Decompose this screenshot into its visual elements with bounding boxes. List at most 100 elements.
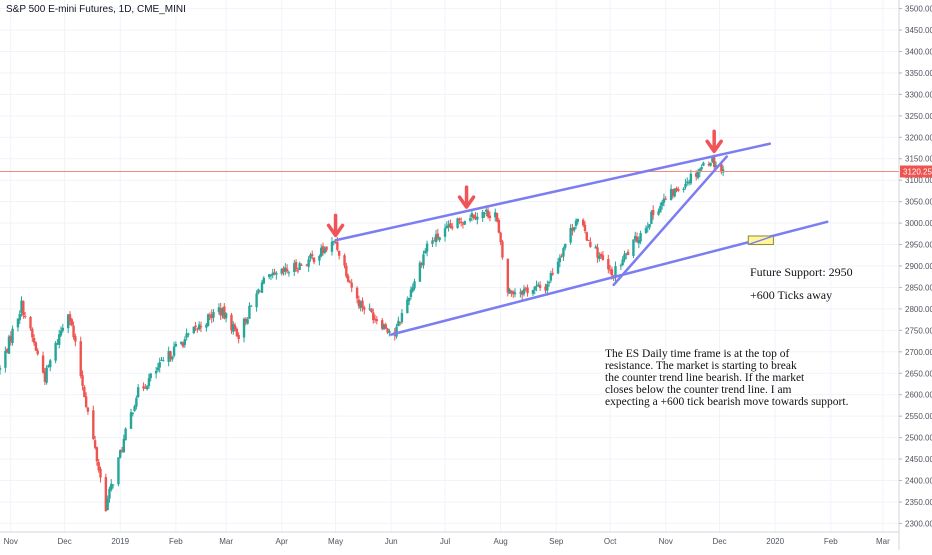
price-tick-label: 2350.00 xyxy=(905,498,932,507)
candle-body-up xyxy=(298,263,301,271)
candle-body-down xyxy=(524,287,527,289)
price-tick-label: 3400.00 xyxy=(905,47,932,56)
candle-body-down xyxy=(355,287,359,299)
candle-body-up xyxy=(519,292,522,294)
candle-body-down xyxy=(235,328,239,337)
candle-body-up xyxy=(307,259,310,267)
candle-body-up xyxy=(494,212,497,218)
candle-body-down xyxy=(233,325,237,330)
candle-body-up xyxy=(293,263,296,272)
candle-body-down xyxy=(571,227,574,231)
candle-body-up xyxy=(133,406,136,412)
price-tick-label: 3350.00 xyxy=(905,69,932,78)
analysis-note: The ES Daily time frame is at the top of… xyxy=(605,348,849,408)
candle-body-up xyxy=(108,488,111,499)
candle-body-up xyxy=(481,212,484,219)
candle-body-up xyxy=(212,312,215,318)
candle-body-down xyxy=(305,264,309,266)
candle-body-up xyxy=(156,367,160,371)
candle-body-up xyxy=(424,250,427,254)
symbol-title: S&P 500 E-mini Futures, 1D, CME_MINI xyxy=(6,4,186,15)
candle-body-up xyxy=(18,313,21,321)
time-tick-label: Dec xyxy=(57,537,71,546)
trend-line-counter-trend xyxy=(612,155,728,287)
candle-body-down xyxy=(343,255,346,266)
candle-body-up xyxy=(171,356,174,360)
candle-body-up xyxy=(634,235,637,240)
candle-body-down xyxy=(538,285,542,288)
candle-body-down xyxy=(720,163,723,173)
candle-body-down xyxy=(461,223,465,225)
candle-body-up xyxy=(621,259,624,265)
candle-body-up xyxy=(698,169,702,173)
candle-body-down xyxy=(707,164,710,166)
candle-body-up xyxy=(20,300,23,313)
candle-body-up xyxy=(242,318,246,338)
candle-body-up xyxy=(522,288,526,295)
candle-body-down xyxy=(544,286,547,291)
candle-body-up xyxy=(397,320,400,327)
time-tick-label: Apr xyxy=(275,537,288,546)
candle-body-down xyxy=(181,343,185,347)
candle-body-down xyxy=(596,247,599,258)
candle-body-down xyxy=(95,447,99,462)
candle-body-down xyxy=(334,242,337,244)
candle-body-down xyxy=(70,319,73,326)
candle-body-up xyxy=(131,412,134,414)
candle-body-up xyxy=(284,267,287,272)
candle-body-down xyxy=(651,210,655,216)
target-zone-diagonal xyxy=(748,235,774,246)
candle-body-up xyxy=(248,305,251,319)
price-tick-label: 3500.00 xyxy=(905,5,932,14)
candle-body-down xyxy=(325,246,328,251)
candle-body-up xyxy=(558,257,562,263)
candle-body-up xyxy=(136,387,140,398)
candle-body-down xyxy=(5,349,9,353)
candle-body-up xyxy=(702,162,705,166)
candle-body-up xyxy=(564,243,567,248)
candle-body-up xyxy=(687,182,691,184)
candle-body-up xyxy=(569,227,572,243)
candle-body-down xyxy=(348,281,352,283)
candle-body-up xyxy=(721,169,725,173)
price-tick-label: 2450.00 xyxy=(905,455,932,464)
candle-body-down xyxy=(86,407,90,412)
candle-body-down xyxy=(712,157,716,167)
candle-body-down xyxy=(9,336,12,342)
candle-body-up xyxy=(147,378,151,386)
time-tick-label: Oct xyxy=(604,537,617,546)
candle-body-down xyxy=(626,251,630,256)
candle-body-up xyxy=(650,211,653,224)
candle-body-down xyxy=(29,316,32,329)
analysis-line-3: the counter trend line bearish. If the m… xyxy=(605,372,805,384)
candle-body-up xyxy=(431,240,434,244)
candle-body-up xyxy=(61,327,65,331)
candle-body-down xyxy=(474,216,477,220)
candle-body-down xyxy=(486,210,490,217)
candle-body-up xyxy=(598,255,601,259)
candle-body-up xyxy=(648,224,651,228)
candle-body-down xyxy=(583,224,587,231)
candle-body-up xyxy=(330,241,334,252)
candle-body-down xyxy=(97,462,100,471)
candle-body-down xyxy=(495,213,499,222)
candle-body-up xyxy=(537,284,540,286)
candle-body-down xyxy=(472,214,475,219)
candle-body-up xyxy=(183,339,187,345)
time-tick-label: Aug xyxy=(494,537,508,546)
arrow-down-icon xyxy=(457,195,476,209)
candle-body-down xyxy=(285,268,289,272)
candle-body-down xyxy=(99,468,102,478)
candle-body-down xyxy=(607,259,610,270)
candle-body-down xyxy=(296,270,300,272)
price-tick-label: 2500.00 xyxy=(905,434,932,443)
candle-body-up xyxy=(56,343,59,345)
candle-body-up xyxy=(639,233,642,242)
candle-body-up xyxy=(49,360,52,368)
price-tick-label: 2300.00 xyxy=(905,519,932,528)
candle-body-up xyxy=(106,498,109,511)
price-tick-label: 2900.00 xyxy=(905,262,932,271)
